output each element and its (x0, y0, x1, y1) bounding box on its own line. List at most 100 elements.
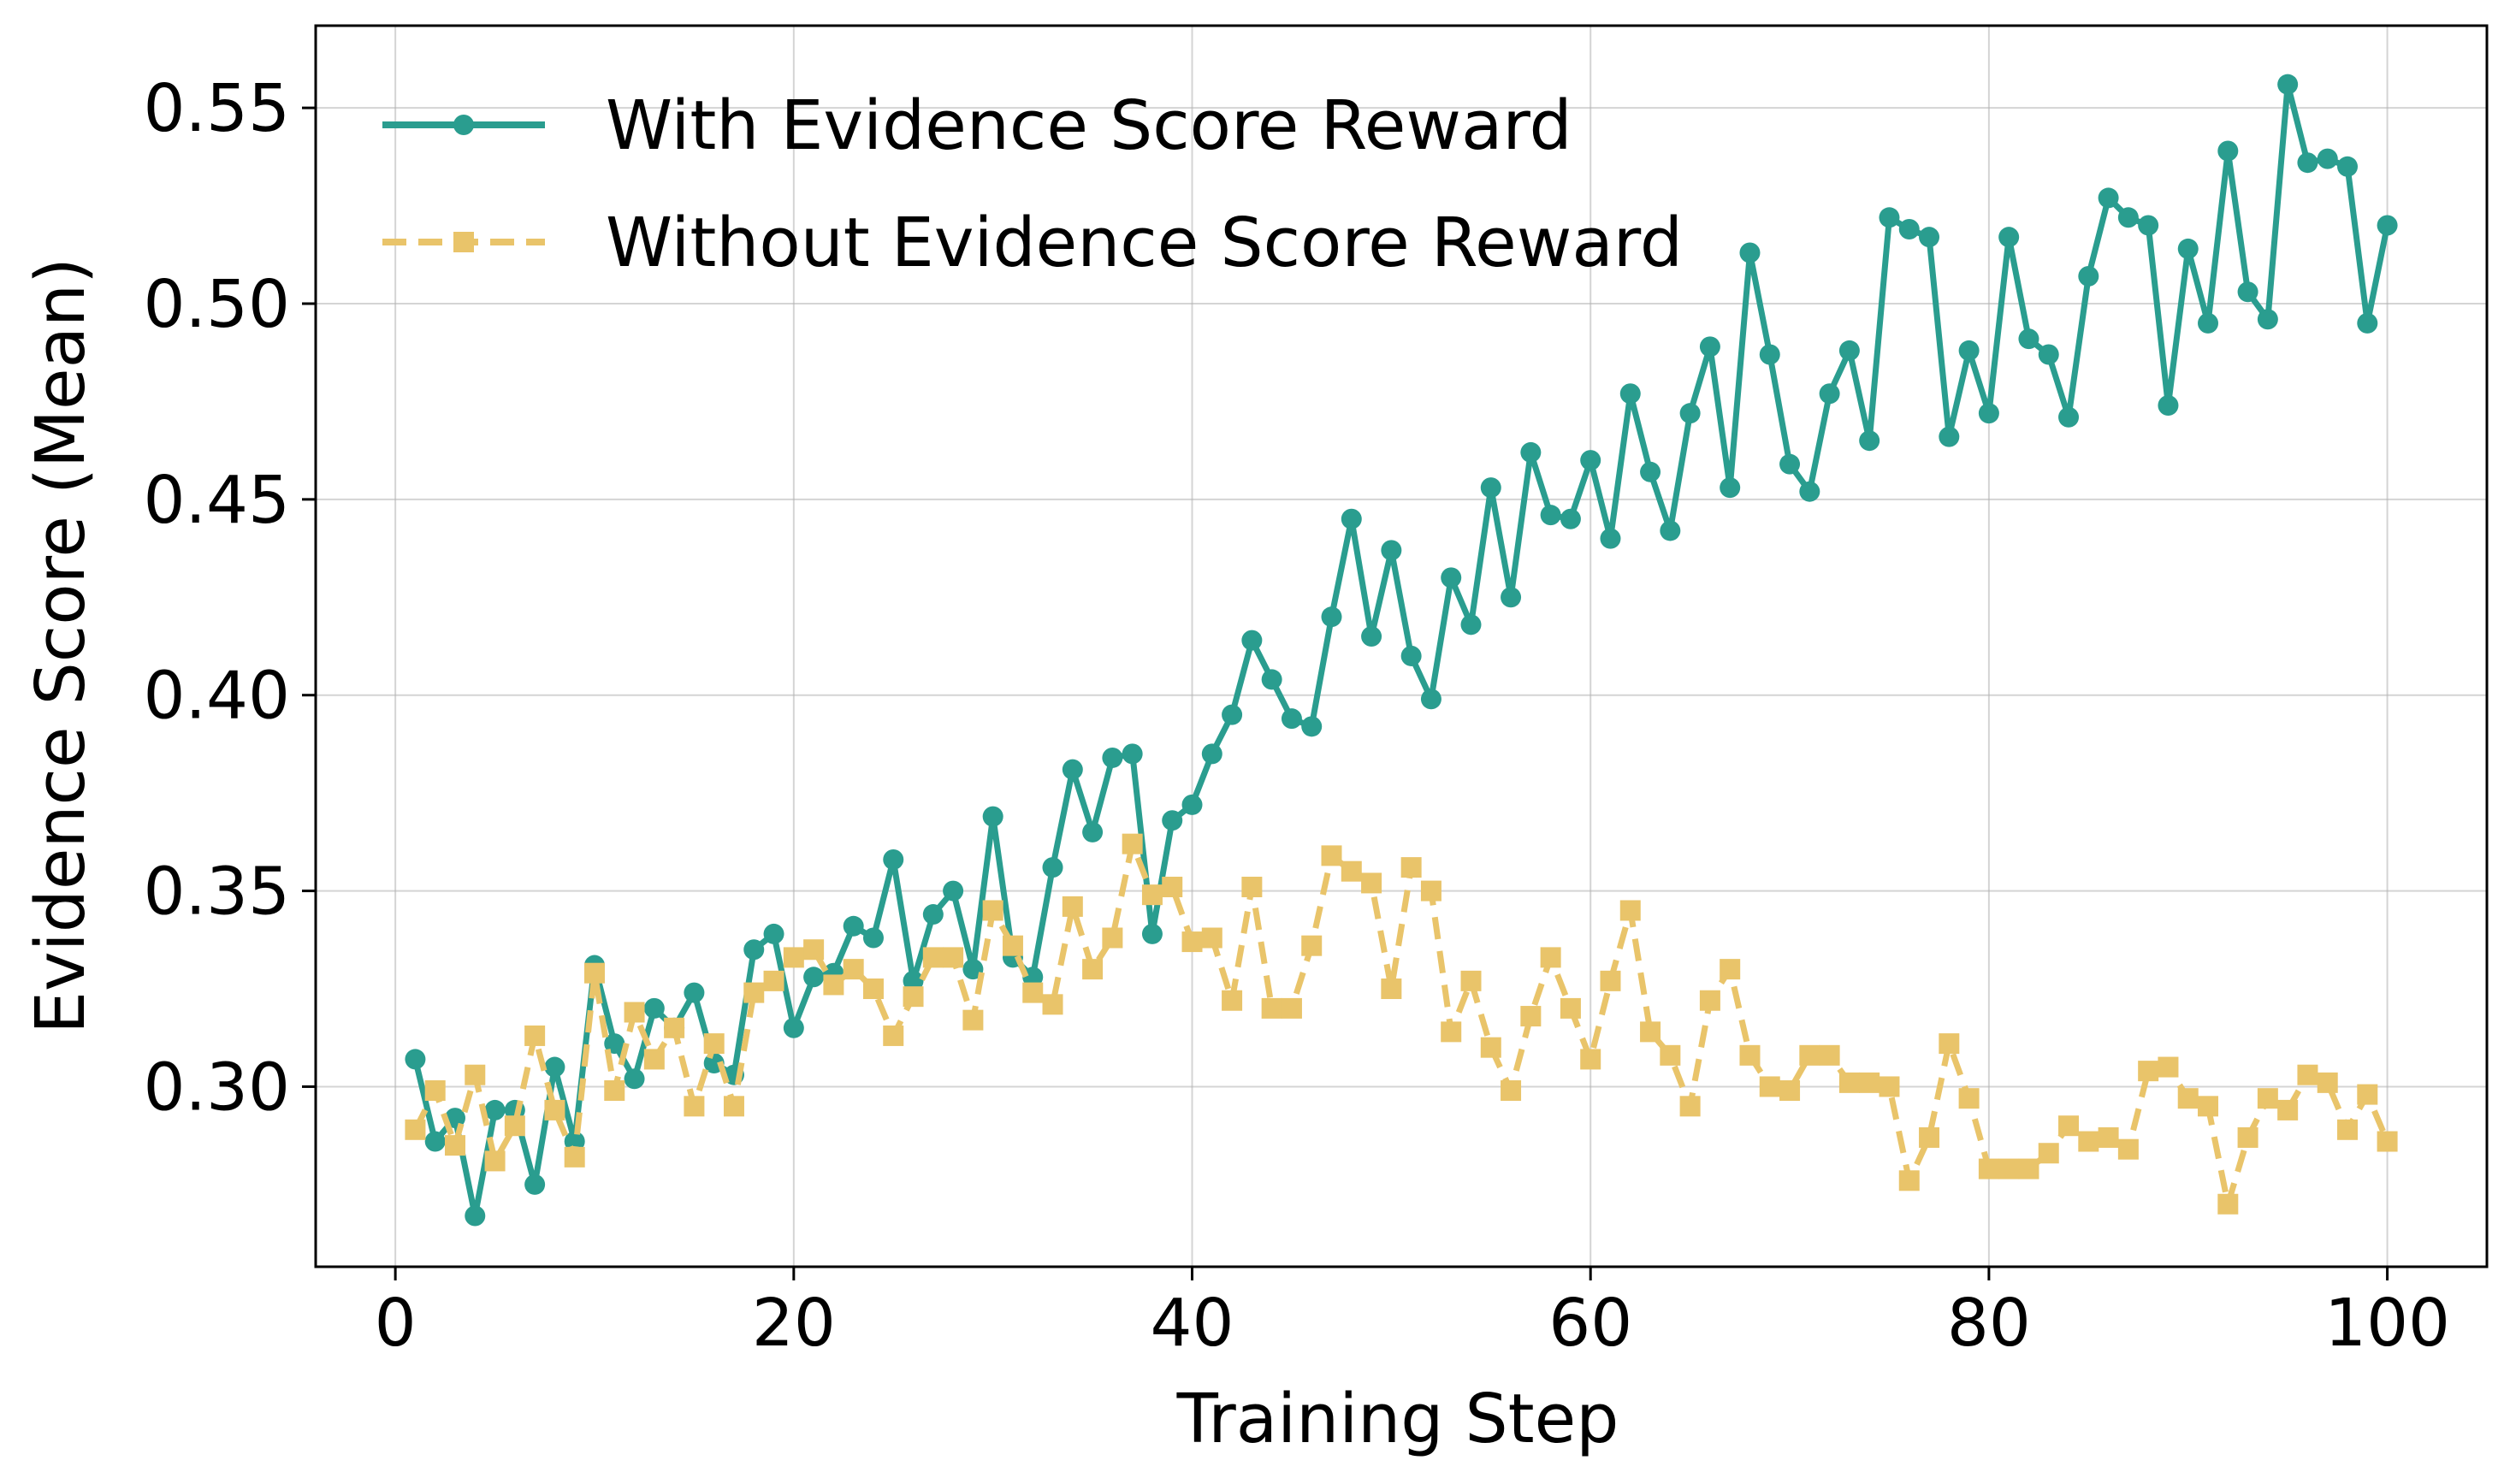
data-point (1201, 927, 1222, 949)
y-tick-label: 0.30 (144, 1049, 290, 1126)
legend-label-without-reward: Without Evidence Score Reward (606, 204, 1683, 282)
data-point (803, 967, 825, 988)
legend-marker-with-reward (453, 115, 474, 135)
legend-marker-without-reward (453, 232, 474, 252)
data-point (723, 1096, 744, 1117)
series-line (411, 81, 2391, 1219)
data-point (2158, 394, 2179, 416)
data-point (1838, 340, 1860, 361)
data-point (743, 939, 765, 961)
data-point (1600, 970, 1621, 991)
data-point (1181, 931, 1203, 953)
data-point (643, 1049, 665, 1070)
data-point (862, 978, 884, 1000)
data-point (2138, 1061, 2159, 1082)
data-point (1062, 896, 1083, 917)
data-point (1102, 747, 1123, 768)
data-point (2297, 152, 2318, 174)
x-tick-label: 40 (1151, 1286, 1234, 1362)
data-point (1699, 336, 1720, 358)
data-point (1779, 1080, 1801, 1102)
data-point (2317, 1072, 2338, 1093)
data-point (783, 1017, 804, 1038)
data-point (1580, 1049, 1601, 1070)
data-point (1480, 477, 1501, 499)
data-point (2177, 238, 2199, 259)
data-point (2018, 1158, 2039, 1180)
data-point (405, 1049, 426, 1070)
data-point (504, 1115, 525, 1137)
data-point (1420, 880, 1441, 902)
data-point (1102, 927, 1123, 949)
data-point (1002, 935, 1023, 956)
data-point (2377, 1131, 2398, 1152)
data-point (1580, 450, 1601, 471)
data-point (2198, 1096, 2219, 1117)
data-point (564, 1131, 585, 1152)
data-point (2177, 1088, 2199, 1109)
data-point (1460, 614, 1482, 636)
data-point (1441, 567, 1462, 588)
data-point (1162, 877, 1183, 898)
data-point (524, 1174, 546, 1195)
data-point (405, 1119, 426, 1140)
data-point (1022, 982, 1044, 1003)
data-point (2317, 148, 2338, 169)
y-tick-label: 0.45 (144, 463, 290, 539)
data-point (2058, 1115, 2080, 1137)
legend-label-with-reward: With Evidence Score Reward (606, 86, 1572, 165)
data-point (1799, 1044, 1820, 1066)
data-point (1560, 997, 1581, 1019)
data-point (1679, 1096, 1701, 1117)
data-point (1720, 959, 1741, 980)
data-point (982, 806, 1003, 827)
y-tick-label: 0.50 (144, 267, 290, 343)
data-point (424, 1080, 446, 1102)
data-point (703, 1033, 725, 1055)
data-point (943, 880, 964, 902)
data-point (2357, 1084, 2378, 1105)
data-point (2078, 265, 2099, 287)
y-axis-ticks: 0.30 0.35 0.40 0.45 0.50 0.55 (144, 71, 316, 1126)
data-point (524, 1025, 546, 1046)
y-tick-label: 0.55 (144, 71, 290, 147)
x-tick-label: 20 (752, 1286, 836, 1362)
data-point (1241, 630, 1263, 651)
data-point (1739, 1044, 1761, 1066)
data-point (1540, 947, 1561, 968)
data-point (1022, 967, 1044, 988)
data-point (2018, 328, 2039, 350)
x-tick-label: 60 (1548, 1286, 1632, 1362)
data-point (1898, 1170, 1920, 1191)
data-point (2198, 312, 2219, 334)
data-point (1201, 743, 1222, 765)
data-point (1381, 540, 1402, 561)
data-point (2058, 406, 2080, 428)
series-with-reward (405, 74, 2398, 1227)
data-point (2217, 1193, 2239, 1215)
data-point (1759, 344, 1780, 365)
data-point (1619, 900, 1641, 921)
data-point (604, 1033, 625, 1055)
data-point (823, 974, 844, 996)
x-axis-ticks: 0 20 40 60 80 100 (375, 1267, 2450, 1362)
data-point (544, 1056, 565, 1078)
data-point (583, 962, 605, 984)
data-point (862, 927, 884, 949)
data-point (1819, 383, 1840, 405)
data-point (2117, 207, 2139, 228)
data-point (843, 959, 864, 980)
data-point (2158, 1056, 2179, 1078)
series-layer (405, 74, 2398, 1227)
data-point (1400, 645, 1422, 666)
data-point (2098, 187, 2119, 209)
data-point (1958, 340, 1980, 361)
data-point (2237, 281, 2258, 303)
data-point (465, 1205, 486, 1227)
data-point (883, 1025, 904, 1046)
data-point (604, 1080, 625, 1102)
data-point (1640, 461, 1661, 482)
data-point (2138, 215, 2159, 236)
data-point (1540, 505, 1561, 526)
data-point (1480, 1037, 1501, 1058)
